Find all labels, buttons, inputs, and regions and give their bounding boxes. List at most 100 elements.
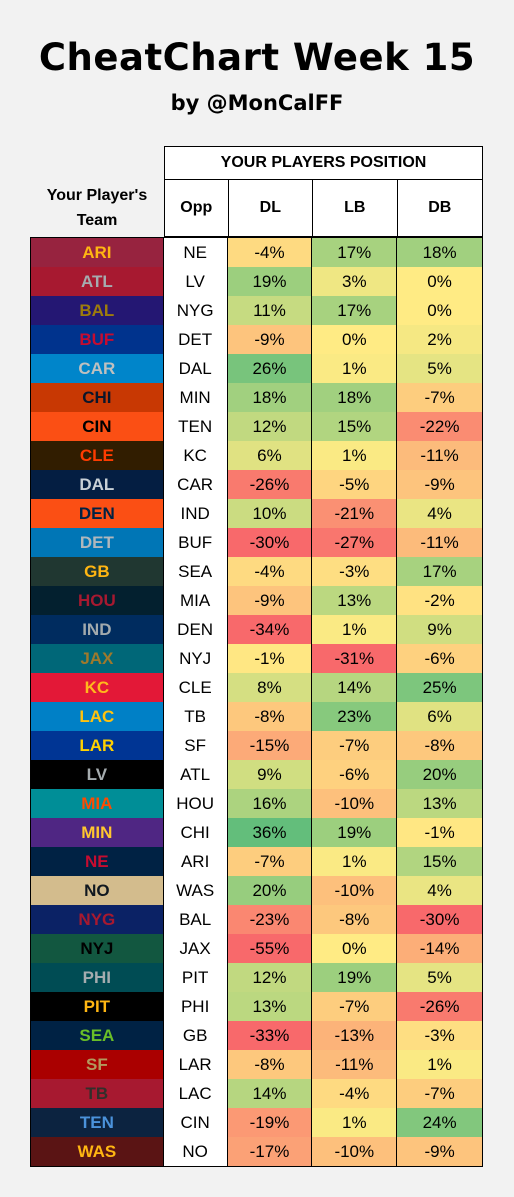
table-row: DEN IND 10% -21% 4%: [31, 499, 482, 528]
lb-value-cell: 1%: [312, 441, 398, 470]
table-row: MIN CHI 36% 19% -1%: [31, 818, 482, 847]
dl-value-cell: 26%: [227, 354, 313, 383]
team-cell: NO: [31, 876, 164, 905]
lb-value-cell: 17%: [312, 238, 398, 267]
dl-value-cell: 36%: [227, 818, 313, 847]
lb-value-cell: 13%: [312, 586, 398, 615]
team-cell: CIN: [31, 412, 164, 441]
dl-value-cell: 10%: [227, 499, 313, 528]
team-cell: MIA: [31, 789, 164, 818]
dl-column-header: DL: [229, 180, 314, 236]
opponent-cell: NYJ: [163, 644, 228, 673]
page-title: CheatChart Week 15: [38, 36, 476, 79]
lb-value-cell: 0%: [312, 934, 398, 963]
lb-value-cell: -13%: [312, 1021, 398, 1050]
lb-column-header: LB: [313, 180, 398, 236]
lb-value-cell: 14%: [312, 673, 398, 702]
team-cell: CAR: [31, 354, 164, 383]
db-value-cell: 1%: [397, 1050, 482, 1079]
db-value-cell: -3%: [397, 1021, 482, 1050]
table-row: CAR DAL 26% 1% 5%: [31, 354, 482, 383]
table-row: NYJ JAX -55% 0% -14%: [31, 934, 482, 963]
team-cell: BUF: [31, 325, 164, 354]
table-row: TEN CIN -19% 1% 24%: [31, 1108, 482, 1137]
dl-value-cell: 19%: [227, 267, 313, 296]
team-cell: DAL: [31, 470, 164, 499]
opponent-cell: LAR: [163, 1050, 228, 1079]
dl-value-cell: 12%: [227, 963, 313, 992]
team-cell: SF: [31, 1050, 164, 1079]
lb-value-cell: 23%: [312, 702, 398, 731]
team-cell: BAL: [31, 296, 164, 325]
team-cell: KC: [31, 673, 164, 702]
table-row: PHI PIT 12% 19% 5%: [31, 963, 482, 992]
db-value-cell: 5%: [397, 354, 482, 383]
table-row: BUF DET -9% 0% 2%: [31, 325, 482, 354]
opponent-cell: PHI: [163, 992, 228, 1021]
db-value-cell: 0%: [397, 267, 482, 296]
db-value-cell: 24%: [397, 1108, 482, 1137]
opponent-cell: LAC: [163, 1079, 228, 1108]
lb-value-cell: -10%: [312, 1137, 398, 1166]
team-column-header: Your Player's Team: [46, 187, 148, 229]
dl-value-cell: 13%: [227, 992, 313, 1021]
team-cell: GB: [31, 557, 164, 586]
table-row: WAS NO -17% -10% -9%: [31, 1137, 482, 1166]
team-cell: DEN: [31, 499, 164, 528]
team-cell: IND: [31, 615, 164, 644]
dl-value-cell: -55%: [227, 934, 313, 963]
db-value-cell: 5%: [397, 963, 482, 992]
table-row: DET BUF -30% -27% -11%: [31, 528, 482, 557]
table-row: CIN TEN 12% 15% -22%: [31, 412, 482, 441]
table-row: ARI NE -4% 17% 18%: [31, 238, 482, 267]
dl-value-cell: 16%: [227, 789, 313, 818]
opponent-cell: MIN: [163, 383, 228, 412]
table-row: HOU MIA -9% 13% -2%: [31, 586, 482, 615]
opp-column-header: Opp: [165, 180, 229, 236]
db-value-cell: -11%: [397, 528, 482, 557]
dl-value-cell: -7%: [227, 847, 313, 876]
lb-value-cell: -11%: [312, 1050, 398, 1079]
opponent-cell: NE: [163, 238, 228, 267]
team-cell: NYJ: [31, 934, 164, 963]
db-value-cell: -8%: [397, 731, 482, 760]
lb-value-cell: -6%: [312, 760, 398, 789]
team-cell: SEA: [31, 1021, 164, 1050]
team-cell: HOU: [31, 586, 164, 615]
table-row: NE ARI -7% 1% 15%: [31, 847, 482, 876]
opponent-cell: ATL: [163, 760, 228, 789]
dl-value-cell: 11%: [227, 296, 313, 325]
lb-value-cell: -31%: [312, 644, 398, 673]
lb-value-cell: -3%: [312, 557, 398, 586]
lb-value-cell: 1%: [312, 615, 398, 644]
lb-value-cell: 15%: [312, 412, 398, 441]
db-value-cell: -1%: [397, 818, 482, 847]
db-value-cell: 9%: [397, 615, 482, 644]
opponent-cell: LV: [163, 267, 228, 296]
opponent-cell: BAL: [163, 905, 228, 934]
table-row: JAX NYJ -1% -31% -6%: [31, 644, 482, 673]
dl-value-cell: -4%: [227, 557, 313, 586]
dl-value-cell: -4%: [227, 238, 313, 267]
dl-value-cell: -8%: [227, 702, 313, 731]
opponent-cell: TB: [163, 702, 228, 731]
lb-value-cell: 17%: [312, 296, 398, 325]
table-row: DAL CAR -26% -5% -9%: [31, 470, 482, 499]
dl-value-cell: -26%: [227, 470, 313, 499]
dl-value-cell: 18%: [227, 383, 313, 412]
dl-value-cell: -1%: [227, 644, 313, 673]
dl-value-cell: 20%: [227, 876, 313, 905]
opponent-cell: IND: [163, 499, 228, 528]
opponent-cell: CAR: [163, 470, 228, 499]
team-cell: NE: [31, 847, 164, 876]
table-row: LV ATL 9% -6% 20%: [31, 760, 482, 789]
dl-value-cell: -15%: [227, 731, 313, 760]
lb-value-cell: -4%: [312, 1079, 398, 1108]
db-value-cell: 2%: [397, 325, 482, 354]
opponent-cell: SF: [163, 731, 228, 760]
team-cell: CHI: [31, 383, 164, 412]
opponent-cell: SEA: [163, 557, 228, 586]
db-value-cell: -14%: [397, 934, 482, 963]
db-value-cell: -9%: [397, 470, 482, 499]
table-row: IND DEN -34% 1% 9%: [31, 615, 482, 644]
